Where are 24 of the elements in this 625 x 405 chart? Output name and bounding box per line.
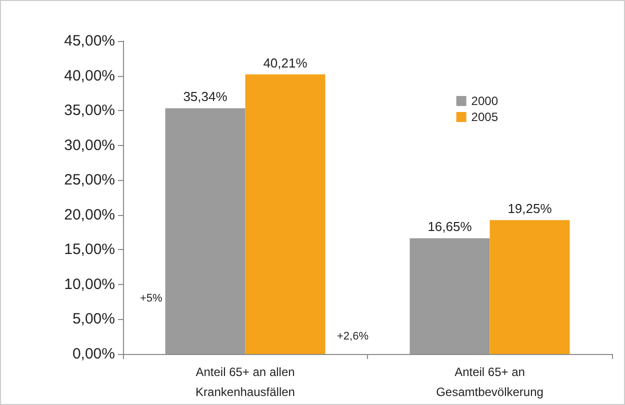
x-tick-label: Anteil 65+ an Gesamtbevölkerung	[436, 365, 544, 399]
y-tick-label: 35,00%	[64, 102, 115, 120]
y-tick-label: 30,00%	[64, 136, 115, 154]
legend-label: 2005	[471, 110, 498, 124]
annotation: +5%	[140, 292, 163, 304]
annotation: +2,6%	[337, 330, 369, 342]
bar	[410, 238, 490, 354]
y-tick-label: 10,00%	[64, 276, 115, 293]
y-tick-label: 5,00%	[72, 310, 115, 328]
bar	[245, 74, 326, 354]
data-label: 40,21%	[263, 55, 308, 70]
data-label: 16,65%	[428, 219, 472, 234]
y-tick-label: 40,00%	[64, 67, 115, 84]
x-tick-label: Anteil 65+ an allen Krankenhausfällen	[196, 365, 295, 399]
bar	[490, 220, 570, 354]
bar	[165, 108, 246, 354]
y-tick-label: 25,00%	[64, 172, 115, 189]
data-label: 35,34%	[183, 89, 228, 104]
legend-label: 2000	[471, 94, 498, 108]
y-tick-label: 45,00%	[64, 32, 115, 50]
y-tick-label: 20,00%	[64, 206, 115, 224]
y-tick-label: 0,00%	[72, 346, 115, 362]
data-label: 19,25%	[508, 201, 552, 216]
y-tick-label: 15,00%	[64, 241, 115, 258]
